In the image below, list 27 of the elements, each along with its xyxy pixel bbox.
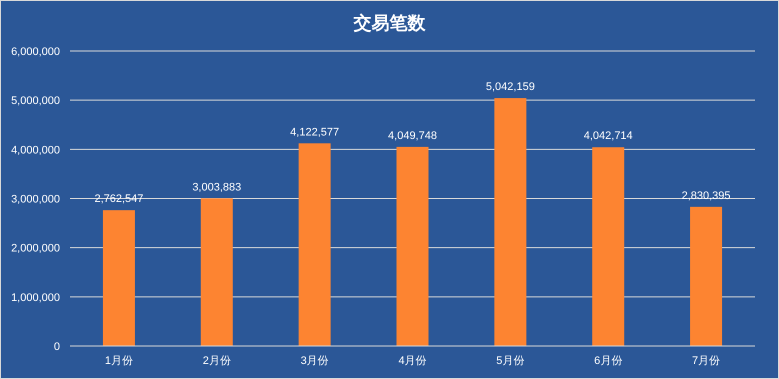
x-tick-label: 7月份 (692, 355, 720, 367)
bar (494, 98, 526, 346)
x-tick-label: 6月份 (594, 355, 622, 367)
data-label: 4,042,714 (584, 130, 633, 142)
x-tick-label: 3月份 (300, 355, 329, 367)
data-label: 5,042,159 (486, 81, 535, 94)
y-tick-label: 5,000,000 (11, 95, 60, 108)
y-tick-label: 3,000,000 (11, 194, 60, 206)
bar (200, 198, 233, 346)
bar (396, 146, 428, 346)
chart-title: 交易笔数 (352, 13, 426, 34)
data-label: 4,122,577 (290, 126, 340, 138)
data-label: 3,003,883 (192, 181, 242, 194)
bar (592, 147, 624, 346)
x-tick-label: 1月份 (104, 355, 133, 367)
y-tick-label: 2,000,000 (11, 242, 60, 255)
y-tick-label: 0 (54, 341, 60, 353)
bar (298, 143, 331, 346)
bar (102, 210, 135, 346)
x-tick-label: 2月份 (202, 355, 231, 367)
data-label: 4,049,748 (388, 130, 437, 142)
x-tick-label: 4月份 (398, 355, 427, 367)
y-tick-label: 4,000,000 (11, 144, 60, 156)
bar (690, 206, 722, 346)
y-tick-label: 1,000,000 (11, 292, 60, 304)
y-tick-label: 6,000,000 (11, 46, 60, 58)
x-tick-label: 5月份 (496, 355, 524, 367)
